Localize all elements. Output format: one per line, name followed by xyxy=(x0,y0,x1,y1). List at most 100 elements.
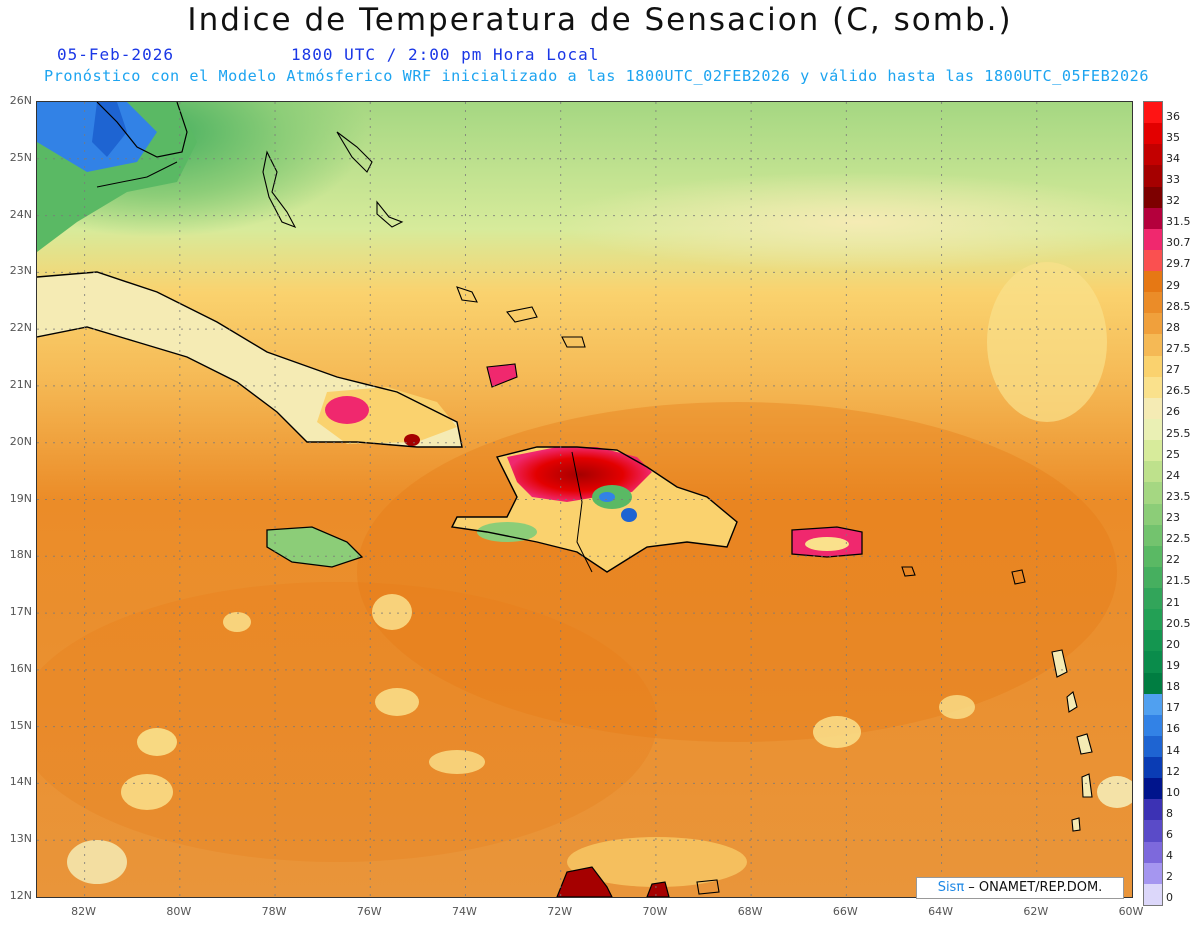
latitude-label: 19N xyxy=(9,491,32,505)
colorbar-label: 26.5 xyxy=(1166,384,1191,398)
colorbar-label: 21.5 xyxy=(1166,574,1191,588)
credit-text: – ONAMET/REP.DOM. xyxy=(964,880,1103,895)
colorbar-label: 25.5 xyxy=(1166,426,1191,440)
map-title: Indice de Temperatura de Sensacion (C, s… xyxy=(187,2,1013,38)
colorbar-segment xyxy=(1144,482,1162,504)
colorbar-label: 26 xyxy=(1166,405,1180,419)
sea-spot xyxy=(223,612,251,632)
colorbar-segment xyxy=(1144,165,1162,188)
forecast-time: 1800 UTC / 2:00 pm Hora Local xyxy=(291,45,600,64)
latitude-label: 15N xyxy=(9,718,32,732)
jamaica-landmass xyxy=(267,527,362,567)
colorbar-segment xyxy=(1144,566,1162,589)
latitude-label: 22N xyxy=(9,321,32,335)
colorbar-label: 12 xyxy=(1166,764,1180,778)
longitude-label: 68W xyxy=(737,905,763,918)
colorbar-segment xyxy=(1144,123,1162,145)
colorbar-segment xyxy=(1144,757,1162,779)
antigua xyxy=(1011,569,1026,585)
guadeloupe xyxy=(1051,649,1068,678)
colorbar-label: 29.7 xyxy=(1166,257,1191,271)
colorbar-segment xyxy=(1144,418,1162,441)
caicos-islands xyxy=(506,306,538,323)
florida-coast xyxy=(96,102,188,158)
sea-spot xyxy=(121,774,173,810)
longitude-label: 60W xyxy=(1118,905,1144,918)
hispaniola-cool-core-2 xyxy=(621,508,637,522)
colorbar-label: 19 xyxy=(1166,658,1180,672)
colorbar-label: 28.5 xyxy=(1166,299,1191,313)
colorbar-label: 25 xyxy=(1166,447,1180,461)
sea-spot xyxy=(137,728,177,756)
colorbar-label: 30.7 xyxy=(1166,236,1191,250)
latitude-label: 21N xyxy=(9,377,32,391)
colorbar-label: 27 xyxy=(1166,363,1180,377)
colorbar-segment xyxy=(1144,186,1162,209)
colorbar-segment xyxy=(1144,545,1162,568)
cuba-coast xyxy=(37,271,463,448)
colorbar-label: 4 xyxy=(1166,849,1173,863)
florida-keys xyxy=(96,161,178,188)
longitude-label: 62W xyxy=(1023,905,1049,918)
pale-band-ne xyxy=(987,262,1107,422)
cuba-hot-core xyxy=(404,434,420,446)
latitude-label: 26N xyxy=(9,94,32,107)
colorbar xyxy=(1143,101,1163,906)
pale-band-east xyxy=(557,172,1132,272)
colorbar-segment xyxy=(1144,397,1162,420)
colorbar-label: 27.5 xyxy=(1166,342,1191,355)
colorbar-label: 33 xyxy=(1166,172,1180,186)
colorbar-label: 17 xyxy=(1166,701,1180,715)
colorbar-segment xyxy=(1144,292,1162,314)
heat-index-map xyxy=(36,101,1133,898)
puerto-rico-coast xyxy=(791,526,863,558)
hispaniola-cool-core xyxy=(599,492,615,502)
colorbar-label: 2 xyxy=(1166,870,1173,884)
colorbar-label: 20.5 xyxy=(1166,616,1191,630)
cuba-hot-spot xyxy=(325,396,369,424)
colorbar-label: 14 xyxy=(1166,743,1180,757)
colorbar-segment xyxy=(1144,609,1162,631)
jamaica-coast xyxy=(266,526,364,568)
colorbar-segment xyxy=(1144,693,1162,716)
colorbar-label: 10 xyxy=(1166,785,1180,799)
martinique xyxy=(1076,733,1093,755)
sea-spot xyxy=(939,695,975,719)
colorbar-label: 22.5 xyxy=(1166,532,1191,546)
colorbar-label: 24 xyxy=(1166,468,1180,482)
bahamas-eleuthera xyxy=(336,131,373,173)
virgin-islands xyxy=(901,566,916,577)
latitude-label: 23N xyxy=(9,264,32,278)
colorbar-label: 36 xyxy=(1166,109,1180,123)
longitude-label: 64W xyxy=(928,905,953,918)
latitude-label: 14N xyxy=(9,775,32,789)
orange-zone-south xyxy=(37,582,657,862)
colorbar-segment xyxy=(1144,588,1162,610)
guajira-peninsula xyxy=(556,866,613,897)
colorbar-label: 16 xyxy=(1166,722,1180,736)
turks-islands xyxy=(561,336,586,348)
colorbar-segment xyxy=(1144,102,1162,124)
paraguana-peninsula xyxy=(646,881,670,897)
colorbar-segment xyxy=(1144,271,1162,293)
colorbar-label: 20 xyxy=(1166,637,1180,651)
haiti-dr-border xyxy=(571,451,593,573)
colorbar-label: 35 xyxy=(1166,130,1180,144)
great-inagua xyxy=(486,363,518,388)
dominica xyxy=(1066,691,1078,713)
colorbar-segment xyxy=(1144,524,1162,547)
latitude-label: 24N xyxy=(9,207,32,221)
longitude-label: 74W xyxy=(452,905,477,918)
colorbar-segment xyxy=(1144,249,1162,272)
bahamas-inagua xyxy=(456,286,478,303)
colorbar-label: 8 xyxy=(1166,806,1173,820)
colorbar-label: 6 xyxy=(1166,828,1173,842)
longitude-label: 76W xyxy=(356,905,382,918)
colorbar-segment xyxy=(1144,440,1162,462)
colorbar-segment xyxy=(1144,651,1162,674)
colorbar-segment xyxy=(1144,461,1162,483)
longitude-label: 78W xyxy=(261,905,287,918)
sea-spot xyxy=(372,594,412,630)
latitude-label: 17N xyxy=(9,605,32,619)
sea-spot xyxy=(375,688,419,716)
